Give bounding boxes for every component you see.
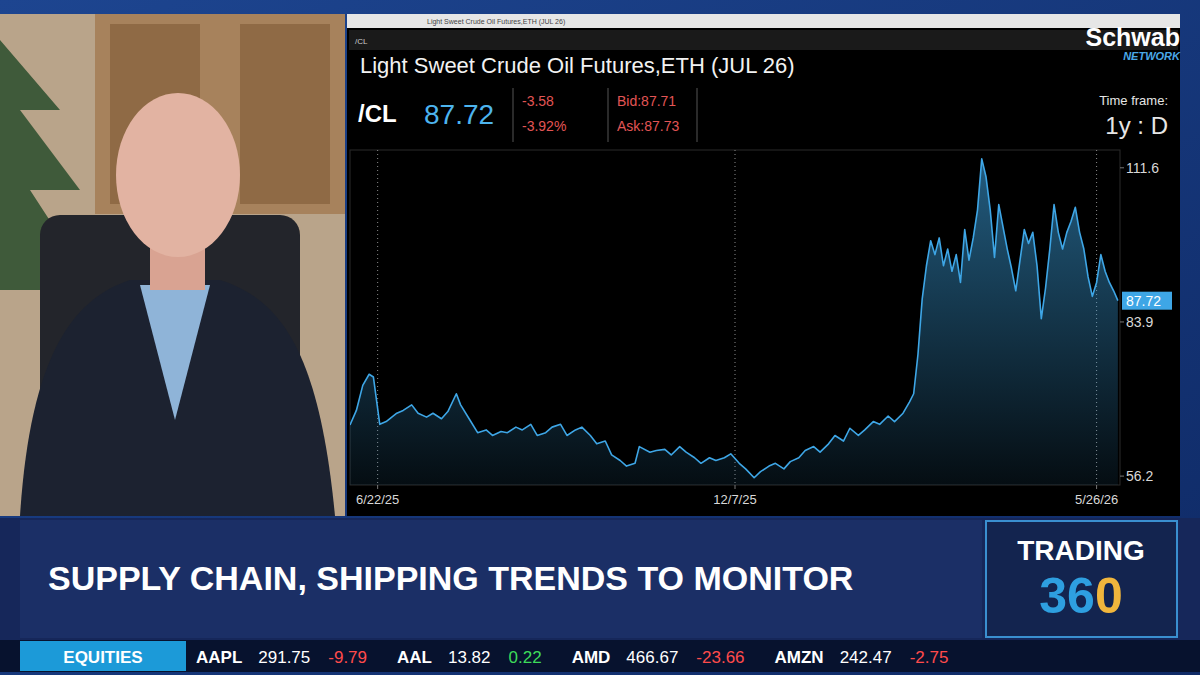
y-tick	[1120, 167, 1124, 168]
cabinet-door	[240, 24, 330, 204]
ticker-change: 0.22	[509, 648, 542, 667]
ticker-symbol: AAPL	[196, 648, 242, 667]
ticker-price: 291.75	[258, 648, 310, 667]
y-tick-label: 111.6	[1126, 160, 1159, 176]
plot-frame	[350, 150, 1120, 485]
price-line	[350, 159, 1118, 478]
network-sub: NETWORK	[1123, 50, 1181, 62]
y-tick-label: 83.9	[1126, 314, 1153, 330]
y-tick	[1120, 476, 1124, 477]
ticker-price: 466.67	[626, 648, 678, 667]
wall	[0, 14, 345, 516]
ticker-change: -23.66	[696, 648, 744, 667]
chart-window	[347, 14, 1180, 516]
suit	[20, 280, 335, 516]
ticker-price: 13.82	[448, 648, 491, 667]
ticker-change: -9.79	[328, 648, 367, 667]
last-price: 87.72	[424, 99, 494, 130]
ticker-label-box	[20, 641, 186, 671]
show-number: 360	[1039, 568, 1122, 624]
lower-third	[0, 518, 1200, 640]
separator	[697, 88, 698, 142]
change-pct: -3.92%	[522, 118, 566, 134]
x-tick	[377, 485, 378, 489]
ask: Ask:87.73	[617, 118, 679, 134]
data-group	[350, 159, 1118, 485]
price-badge-label: 87.72	[1126, 293, 1161, 309]
ticker-label: EQUITIES	[63, 648, 142, 667]
title-bar-text: Light Sweet Crude Oil Futures,ETH (JUL 2…	[427, 18, 565, 26]
ticker-bar	[0, 640, 1200, 672]
y-tick	[1120, 321, 1124, 322]
show-number-part: 0	[1095, 568, 1123, 624]
background	[0, 0, 1200, 675]
ticker-symbol: AMZN	[775, 648, 824, 667]
y-tick-label: 56.2	[1126, 468, 1153, 484]
video-panel	[0, 14, 345, 516]
bid: Bid:87.71	[617, 93, 676, 109]
change: -3.58	[522, 93, 554, 109]
headline: SUPPLY CHAIN, SHIPPING TRENDS TO MONITOR	[48, 559, 853, 597]
time-frame: 1y : D	[1105, 112, 1168, 139]
headline-box	[20, 520, 982, 638]
separator	[608, 88, 609, 142]
show-box	[986, 521, 1177, 637]
separator	[513, 88, 514, 142]
ticker-change: -2.75	[910, 648, 949, 667]
area-fill	[350, 159, 1118, 485]
chart-title: Light Sweet Crude Oil Futures,ETH (JUL 2…	[360, 53, 794, 78]
price-badge	[1122, 292, 1172, 310]
show-name: TRADING	[1017, 535, 1145, 566]
toolbar-symbol: /CL	[355, 37, 368, 46]
title-bar	[347, 14, 1180, 28]
x-tick	[1096, 485, 1097, 489]
show-number-part: 36	[1039, 568, 1095, 624]
network-logo: Schwab	[1086, 23, 1180, 51]
head	[116, 93, 240, 257]
time-frame-label: Time frame:	[1099, 93, 1168, 108]
toolbar	[349, 30, 1178, 50]
ticker-symbol: AMD	[572, 648, 611, 667]
ticker-symbol: AAL	[397, 648, 432, 667]
ticker-price: 242.47	[840, 648, 892, 667]
x-tick	[735, 485, 736, 489]
grid-line	[735, 150, 736, 485]
screen: Light Sweet Crude Oil Futures,ETH (JUL 2…	[0, 0, 1200, 675]
x-tick-label: 5/26/26	[1075, 492, 1118, 507]
x-tick-label: 6/22/25	[356, 492, 399, 507]
shirt	[140, 285, 210, 420]
symbol: /CL	[358, 100, 397, 127]
x-tick-label: 12/7/25	[713, 492, 756, 507]
